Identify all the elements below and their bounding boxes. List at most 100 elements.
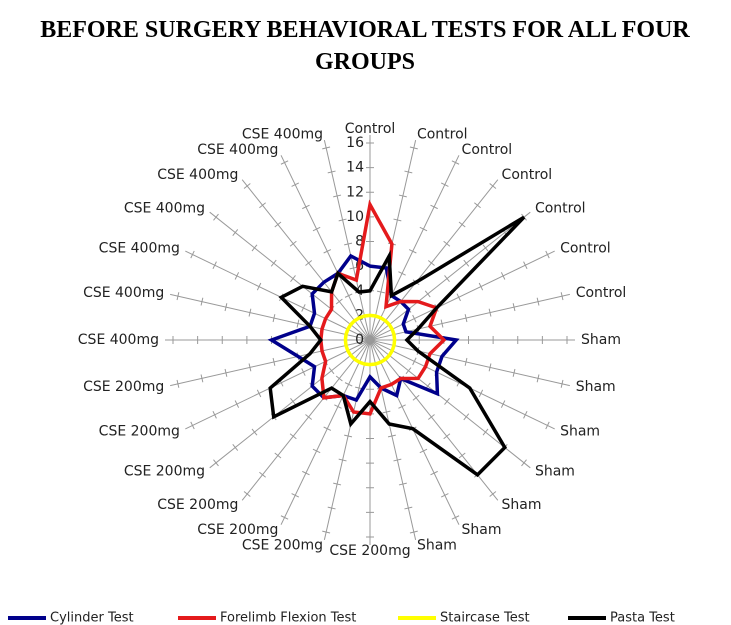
- tick-mark: [482, 244, 489, 252]
- tick-mark: [200, 374, 204, 383]
- tick-mark: [289, 240, 297, 247]
- tick-mark: [464, 357, 468, 366]
- spoke: [369, 250, 555, 341]
- tick-mark: [176, 292, 180, 301]
- tick-mark: [440, 182, 449, 187]
- tick-mark: [338, 218, 347, 222]
- tick-mark: [212, 410, 217, 419]
- tick-mark: [458, 452, 466, 459]
- tick-mark: [224, 303, 228, 312]
- tick-mark: [256, 282, 262, 291]
- tick-mark: [323, 426, 332, 431]
- category-label: Sham: [535, 464, 575, 480]
- spoke: [323, 140, 371, 341]
- tick-mark: [176, 379, 180, 388]
- spoke: [369, 211, 531, 341]
- tick-mark: [440, 319, 444, 328]
- tick-mark: [301, 304, 306, 312]
- tick-mark: [398, 194, 407, 198]
- series-line: [319, 199, 447, 416]
- tick-mark: [232, 444, 239, 451]
- tick-mark: [536, 374, 540, 383]
- tick-mark: [451, 515, 460, 520]
- tick-mark: [545, 250, 550, 259]
- tick-mark: [259, 202, 266, 209]
- category-label: CSE 200mg: [329, 543, 410, 559]
- tick-mark: [443, 240, 451, 247]
- tick-mark: [393, 458, 402, 462]
- y-tick-label: 8: [355, 234, 364, 250]
- tick-mark: [560, 379, 564, 388]
- category-label: CSE 400mg: [78, 332, 159, 348]
- tick-mark: [489, 491, 497, 497]
- spoke: [369, 339, 417, 540]
- tick-mark: [323, 249, 332, 254]
- tick-mark: [305, 260, 313, 266]
- category-label: CSE 200mg: [242, 538, 323, 554]
- tick-mark: [335, 375, 343, 382]
- tick-mark: [301, 368, 306, 376]
- tick-mark: [327, 170, 336, 174]
- tick-mark: [274, 221, 282, 228]
- tick-mark: [251, 244, 258, 252]
- spoke: [185, 339, 371, 430]
- spoke: [369, 339, 531, 469]
- category-label: Sham: [560, 424, 600, 440]
- tick-mark: [190, 250, 195, 259]
- tick-mark: [482, 428, 489, 436]
- legend-label: Pasta Test: [610, 611, 675, 625]
- tick-mark: [333, 482, 342, 486]
- category-label: Control: [560, 240, 611, 256]
- tick-mark: [409, 146, 418, 150]
- tick-mark: [305, 414, 313, 420]
- category-label: CSE 400mg: [124, 200, 205, 216]
- tick-mark: [393, 218, 402, 222]
- category-label: Sham: [576, 379, 616, 395]
- chart-title: BEFORE SURGERY BEHAVIORAL TESTS FOR ALL …: [40, 17, 690, 75]
- category-label: Sham: [462, 522, 502, 538]
- tick-mark: [405, 367, 412, 375]
- category-label: Sham: [502, 497, 542, 513]
- tick-mark: [296, 319, 300, 328]
- y-tick-label: 16: [346, 135, 364, 151]
- tick-mark: [412, 314, 417, 323]
- tick-mark: [427, 414, 435, 420]
- tick-mark: [478, 389, 484, 398]
- tick-mark: [545, 421, 550, 430]
- tick-mark: [344, 293, 353, 298]
- tick-mark: [404, 506, 413, 510]
- tick-mark: [412, 357, 417, 366]
- category-label: Control: [535, 200, 586, 216]
- tick-mark: [302, 204, 310, 210]
- tick-mark: [234, 400, 240, 408]
- tick-mark: [440, 493, 449, 498]
- tick-mark: [382, 410, 391, 414]
- series-line: [343, 313, 397, 367]
- spoke: [369, 339, 460, 525]
- tick-mark: [190, 421, 195, 430]
- tick-mark: [289, 433, 297, 440]
- tick-mark: [463, 413, 470, 421]
- tick-mark: [334, 404, 342, 409]
- category-label: Control: [417, 126, 468, 142]
- tick-mark: [200, 297, 204, 306]
- tick-mark: [213, 459, 219, 467]
- tick-mark: [302, 470, 310, 476]
- tick-mark: [398, 271, 406, 276]
- tick-mark: [344, 434, 353, 438]
- tick-mark: [243, 183, 251, 189]
- y-tick-label: 10: [346, 209, 364, 225]
- category-label: CSE 400mg: [157, 167, 238, 183]
- tick-mark: [280, 515, 289, 520]
- tick-mark: [419, 226, 428, 232]
- tick-mark: [234, 272, 240, 280]
- spoke: [170, 339, 371, 387]
- category-label: Control: [345, 121, 396, 137]
- tick-mark: [521, 459, 527, 467]
- tick-mark: [272, 357, 276, 366]
- spoke: [170, 293, 371, 341]
- spoke: [323, 339, 371, 540]
- y-tick-label: 2: [355, 307, 364, 323]
